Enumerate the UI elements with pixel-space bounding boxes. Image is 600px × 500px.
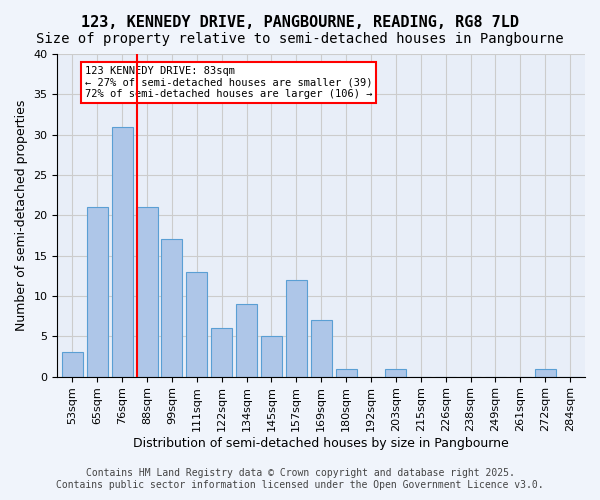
Y-axis label: Number of semi-detached properties: Number of semi-detached properties — [15, 100, 28, 331]
Bar — [62, 352, 83, 376]
Bar — [385, 368, 406, 376]
Text: Contains HM Land Registry data © Crown copyright and database right 2025.
Contai: Contains HM Land Registry data © Crown c… — [56, 468, 544, 490]
Bar — [535, 368, 556, 376]
Bar — [86, 207, 108, 376]
Text: 123 KENNEDY DRIVE: 83sqm
← 27% of semi-detached houses are smaller (39)
72% of s: 123 KENNEDY DRIVE: 83sqm ← 27% of semi-d… — [85, 66, 372, 100]
Bar — [112, 126, 133, 376]
Bar — [236, 304, 257, 376]
Bar — [161, 240, 182, 376]
Text: 123, KENNEDY DRIVE, PANGBOURNE, READING, RG8 7LD: 123, KENNEDY DRIVE, PANGBOURNE, READING,… — [81, 15, 519, 30]
Bar — [136, 207, 158, 376]
Bar — [186, 272, 208, 376]
Bar — [335, 368, 356, 376]
X-axis label: Distribution of semi-detached houses by size in Pangbourne: Distribution of semi-detached houses by … — [133, 437, 509, 450]
Bar — [211, 328, 232, 376]
Bar — [286, 280, 307, 376]
Bar — [261, 336, 282, 376]
Bar — [311, 320, 332, 376]
Text: Size of property relative to semi-detached houses in Pangbourne: Size of property relative to semi-detach… — [36, 32, 564, 46]
